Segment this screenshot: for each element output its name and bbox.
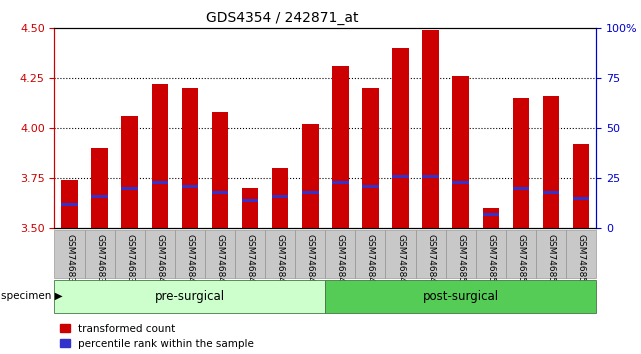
Text: GSM746839: GSM746839 (125, 234, 134, 289)
Bar (175, 230, 205, 278)
Bar (573, 196, 589, 200)
Bar (422, 30, 439, 228)
Bar (54, 230, 85, 278)
Bar (506, 230, 536, 278)
Text: specimen ▶: specimen ▶ (1, 291, 63, 301)
Text: post-surgical: post-surgical (422, 290, 499, 303)
Bar (272, 169, 288, 228)
Text: GSM746837: GSM746837 (65, 234, 74, 289)
Text: GSM746838: GSM746838 (95, 234, 104, 289)
Bar (513, 98, 529, 228)
Bar (235, 230, 265, 278)
Bar (326, 280, 596, 313)
Bar (483, 212, 499, 216)
Text: GDS4354 / 242871_at: GDS4354 / 242871_at (206, 11, 358, 25)
Bar (242, 199, 258, 202)
Bar (265, 230, 296, 278)
Bar (302, 190, 319, 194)
Bar (62, 202, 78, 206)
Text: GSM746854: GSM746854 (577, 234, 586, 289)
Bar (422, 175, 439, 178)
Text: GSM746851: GSM746851 (487, 234, 495, 289)
Text: GSM746845: GSM746845 (306, 234, 315, 289)
Bar (85, 230, 115, 278)
Bar (296, 230, 326, 278)
Text: GSM746846: GSM746846 (336, 234, 345, 289)
Bar (92, 148, 108, 228)
Bar (151, 181, 168, 184)
Bar (362, 184, 379, 188)
Bar (536, 230, 566, 278)
Bar (355, 230, 385, 278)
Bar (566, 230, 596, 278)
Bar (392, 175, 409, 178)
Text: GSM746848: GSM746848 (396, 234, 405, 289)
Text: GSM746844: GSM746844 (276, 234, 285, 289)
Bar (181, 88, 198, 228)
Text: GSM746847: GSM746847 (366, 234, 375, 289)
Bar (121, 116, 138, 228)
Bar (212, 190, 228, 194)
Text: GSM746843: GSM746843 (246, 234, 254, 289)
Bar (326, 230, 355, 278)
Bar (543, 190, 559, 194)
Legend: transformed count, percentile rank within the sample: transformed count, percentile rank withi… (60, 324, 254, 349)
Bar (445, 230, 476, 278)
Text: GSM746842: GSM746842 (215, 234, 224, 289)
Bar (483, 208, 499, 228)
Bar (205, 230, 235, 278)
Bar (121, 187, 138, 190)
Text: GSM746841: GSM746841 (185, 234, 194, 289)
Text: GSM746840: GSM746840 (155, 234, 164, 289)
Bar (151, 84, 168, 228)
Text: GSM746852: GSM746852 (517, 234, 526, 289)
Bar (453, 181, 469, 184)
Bar (332, 66, 349, 228)
Bar (392, 48, 409, 228)
Text: pre-surgical: pre-surgical (155, 290, 225, 303)
Bar (332, 181, 349, 184)
Text: GSM746853: GSM746853 (547, 234, 556, 289)
Bar (543, 96, 559, 228)
Bar (272, 195, 288, 198)
Bar (362, 88, 379, 228)
Bar (573, 144, 589, 228)
Bar (181, 184, 198, 188)
Bar (115, 230, 145, 278)
Bar (415, 230, 445, 278)
Bar (54, 280, 326, 313)
Bar (62, 180, 78, 228)
Bar (145, 230, 175, 278)
Bar (385, 230, 415, 278)
Bar (92, 195, 108, 198)
Bar (476, 230, 506, 278)
Bar (212, 112, 228, 228)
Text: GSM746849: GSM746849 (426, 234, 435, 289)
Bar (302, 124, 319, 228)
Bar (513, 187, 529, 190)
Bar (242, 188, 258, 228)
Bar (453, 76, 469, 228)
Text: GSM746850: GSM746850 (456, 234, 465, 289)
